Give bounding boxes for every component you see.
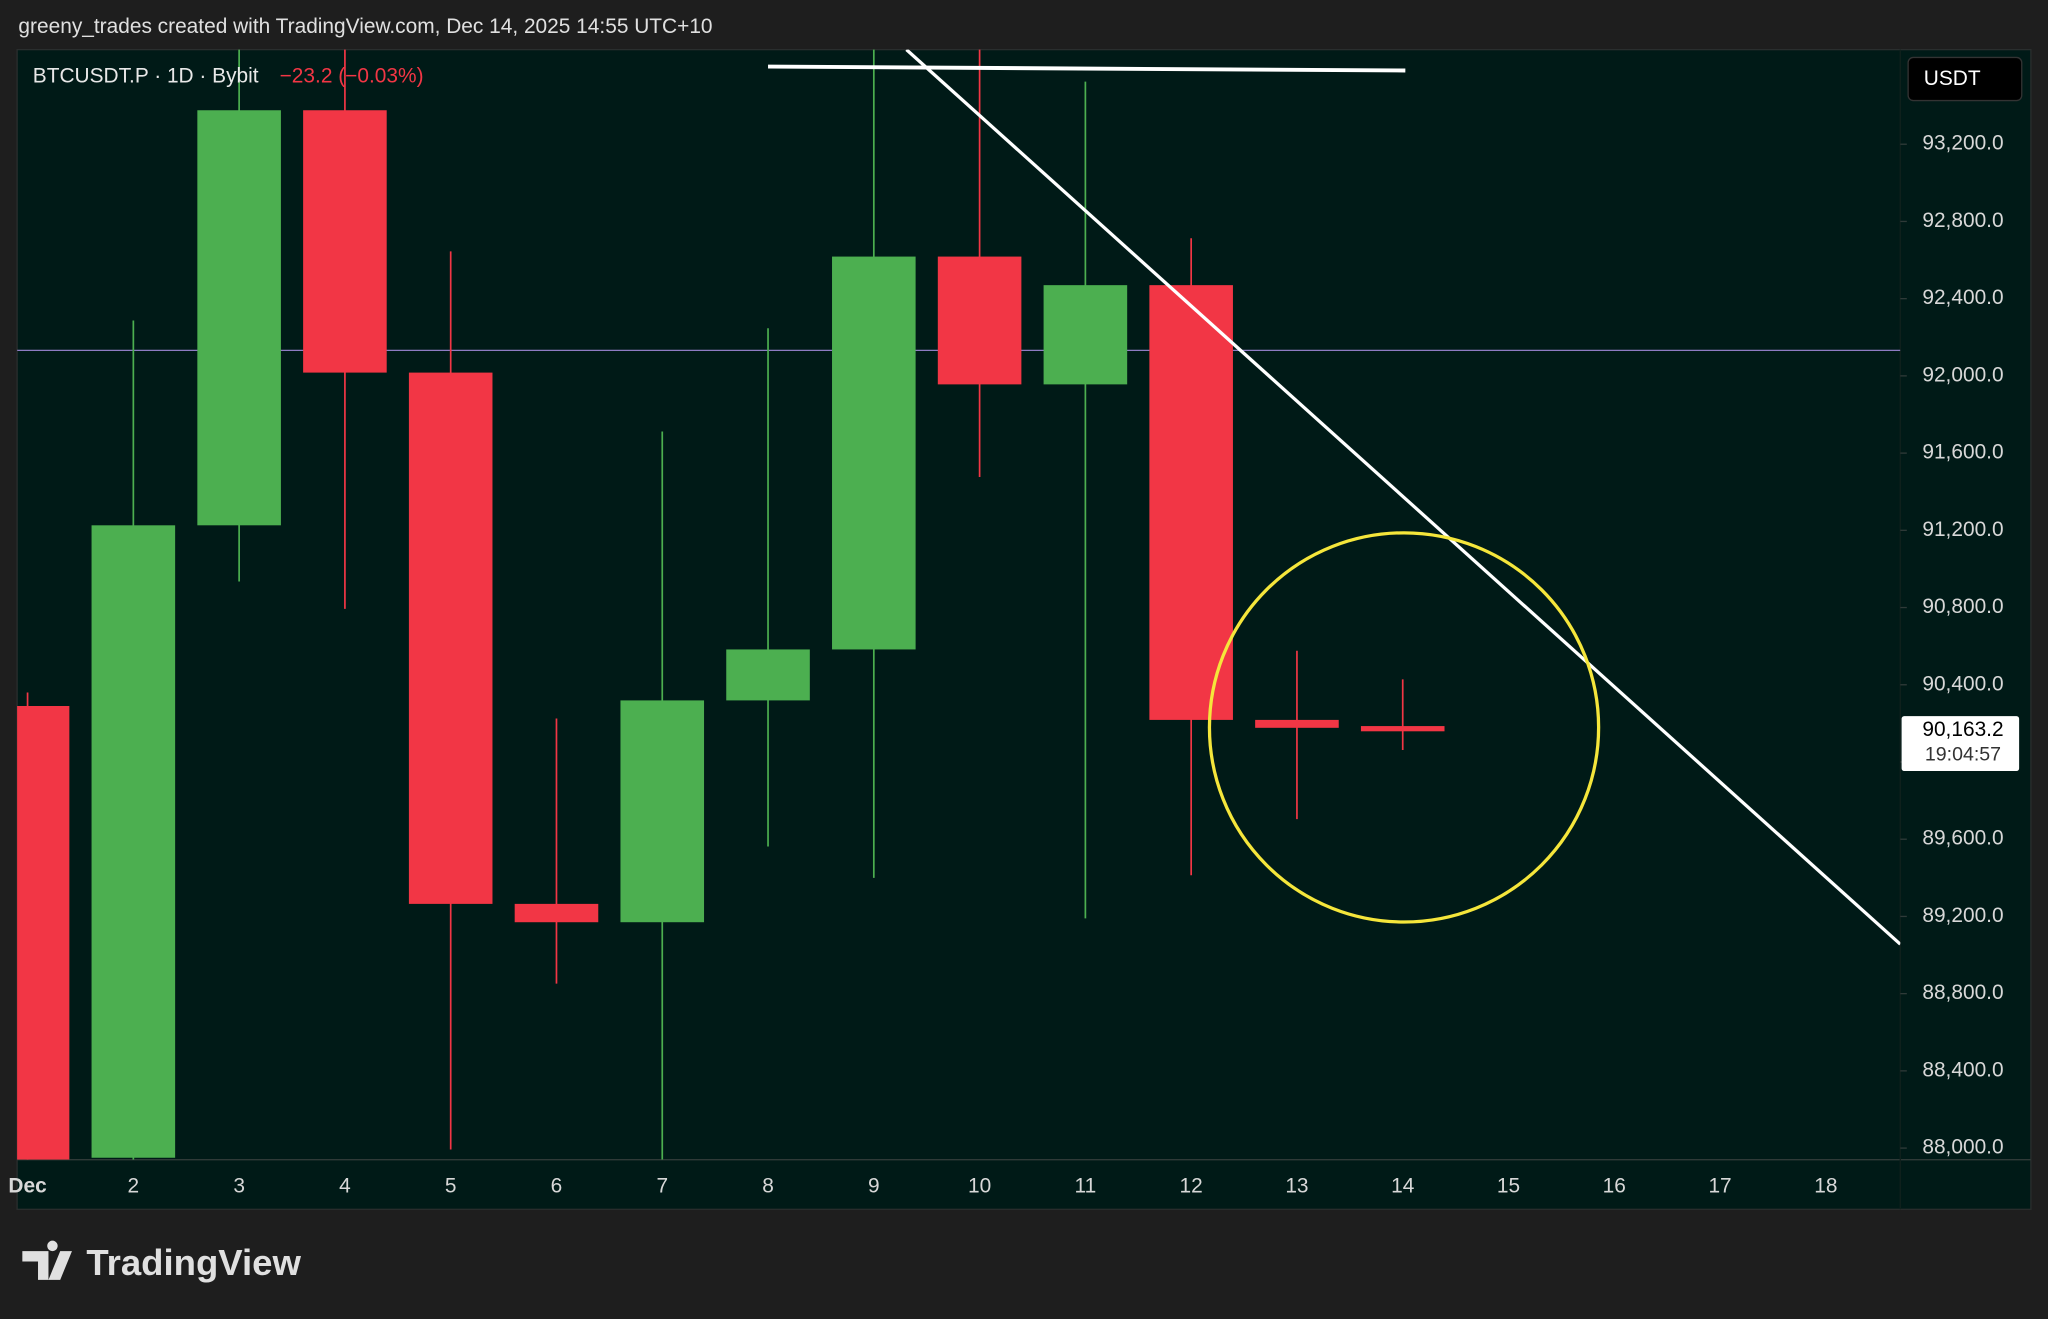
candle-body [620, 700, 705, 923]
y-tick-label: 88,000.0 [1922, 1136, 2003, 1159]
x-tick-label: 3 [233, 1175, 245, 1198]
x-tick-label: 12 [1180, 1175, 1203, 1198]
header: greeny_trades created with TradingView.c… [18, 15, 712, 38]
highlight-circle [1207, 531, 1601, 924]
candle-body [1255, 719, 1339, 728]
countdown: 19:04:57 [1925, 743, 2001, 765]
candle-body [303, 110, 387, 373]
y-tick-label: 92,000.0 [1922, 363, 2003, 386]
trendline [905, 49, 1901, 946]
candle-body [408, 372, 493, 904]
candle-body [1149, 285, 1233, 720]
x-tick-label: 18 [1814, 1175, 1837, 1198]
y-tick-label: 92,800.0 [1922, 209, 2003, 232]
y-tick-label: 92,400.0 [1922, 286, 2003, 309]
tv-logo: TradingView [22, 1240, 302, 1283]
candle-body [91, 525, 176, 1158]
logo-text: TradingView [86, 1242, 301, 1283]
candle-body [832, 256, 916, 650]
last-price-box [1901, 716, 2020, 771]
candle-body [514, 903, 599, 923]
x-tick-label: 15 [1497, 1175, 1520, 1198]
x-tick-label: 4 [339, 1175, 351, 1198]
y-tick-label: 90,800.0 [1922, 595, 2003, 618]
x-tick-label: 17 [1708, 1175, 1731, 1198]
plot [17, 49, 1901, 1160]
change: −23.2 (−0.03%) [280, 65, 424, 88]
y-tick-label: 89,600.0 [1922, 827, 2003, 850]
currency-button[interactable] [1907, 56, 2023, 102]
y-tick-label: 88,400.0 [1922, 1058, 2003, 1081]
drawings [768, 49, 1901, 946]
x-tick-label: 9 [868, 1175, 880, 1198]
x-tick-label: 7 [656, 1175, 668, 1198]
x-tick-label: 14 [1391, 1175, 1414, 1198]
y-tick-label: 93,200.0 [1922, 132, 2003, 155]
drawn-hline [768, 64, 1406, 73]
x-tick-label: 16 [1603, 1175, 1626, 1198]
y-tick-label: 91,600.0 [1922, 441, 2003, 464]
candle-body [726, 649, 810, 701]
candle-body [937, 256, 1022, 385]
x-tick-label: 2 [128, 1175, 140, 1198]
last-price: 90,163.2 [1922, 718, 2003, 741]
x-tick-label: 5 [445, 1175, 457, 1198]
x-tick-label: 13 [1285, 1175, 1308, 1198]
candle-body [197, 110, 281, 526]
x-tick-label: 6 [551, 1175, 563, 1198]
y-tick-label: 90,400.0 [1922, 672, 2003, 695]
x-tick-label: 8 [762, 1175, 774, 1198]
symbol: BTCUSDT.P · 1D · Bybit [33, 65, 259, 88]
logo-icon [22, 1240, 72, 1280]
y-tick-label: 89,200.0 [1922, 904, 2003, 927]
x-tick-label: Dec [8, 1175, 46, 1198]
candle-body [17, 706, 70, 1160]
y-tick-label: 91,200.0 [1922, 518, 2003, 541]
x-tick-label: 10 [968, 1175, 991, 1198]
x-tick-label: 11 [1075, 1175, 1097, 1198]
y-tick-label: 88,800.0 [1922, 981, 2003, 1004]
candle-body [1360, 726, 1445, 732]
currency[interactable]: USDT [1924, 67, 1981, 90]
candle-body [1043, 285, 1128, 385]
